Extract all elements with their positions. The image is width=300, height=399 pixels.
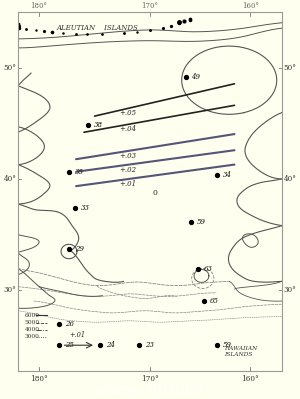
- Text: 25: 25: [65, 341, 74, 349]
- Text: 50°: 50°: [283, 63, 296, 72]
- Text: 59: 59: [223, 341, 232, 349]
- Text: 49: 49: [191, 73, 200, 81]
- Text: 170°: 170°: [142, 2, 158, 10]
- Text: 29: 29: [75, 245, 84, 253]
- Text: 3000: 3000: [25, 334, 40, 340]
- Text: +.02: +.02: [120, 166, 137, 174]
- Text: 26: 26: [65, 320, 74, 328]
- Text: 180°: 180°: [30, 375, 48, 383]
- Text: +.04: +.04: [120, 125, 137, 133]
- Text: +.01: +.01: [69, 332, 85, 340]
- Text: +.03: +.03: [120, 152, 137, 160]
- Text: 170°: 170°: [141, 375, 159, 383]
- Text: 0: 0: [153, 189, 158, 198]
- Text: +.01: +.01: [120, 180, 137, 188]
- Text: 63: 63: [203, 265, 212, 273]
- Text: 38: 38: [94, 121, 103, 129]
- Text: 23: 23: [145, 341, 154, 349]
- Text: 180°: 180°: [31, 2, 48, 10]
- Text: 24: 24: [106, 341, 115, 349]
- Text: 50°: 50°: [4, 63, 17, 72]
- Text: 160°: 160°: [242, 375, 259, 383]
- Text: HAWAIIAN
ISLANDS: HAWAIIAN ISLANDS: [224, 346, 257, 357]
- Text: alamy - RD3GD3: alamy - RD3GD3: [98, 383, 202, 397]
- Text: ALEUTIAN    ISLANDS: ALEUTIAN ISLANDS: [56, 24, 138, 32]
- Text: 65: 65: [210, 297, 219, 305]
- Text: 6000: 6000: [25, 313, 40, 318]
- Text: 5000: 5000: [25, 320, 40, 325]
- Text: +.05: +.05: [120, 109, 137, 117]
- Text: 40°: 40°: [283, 175, 296, 183]
- Text: 160°: 160°: [242, 2, 259, 10]
- Text: 33: 33: [81, 203, 90, 212]
- Text: 30°: 30°: [4, 286, 17, 294]
- Text: 35: 35: [75, 168, 84, 176]
- Text: 59: 59: [197, 218, 206, 226]
- Text: 30°: 30°: [283, 286, 296, 294]
- Text: 4000: 4000: [25, 327, 40, 332]
- Text: 34: 34: [223, 171, 232, 180]
- Text: 40°: 40°: [4, 175, 17, 183]
